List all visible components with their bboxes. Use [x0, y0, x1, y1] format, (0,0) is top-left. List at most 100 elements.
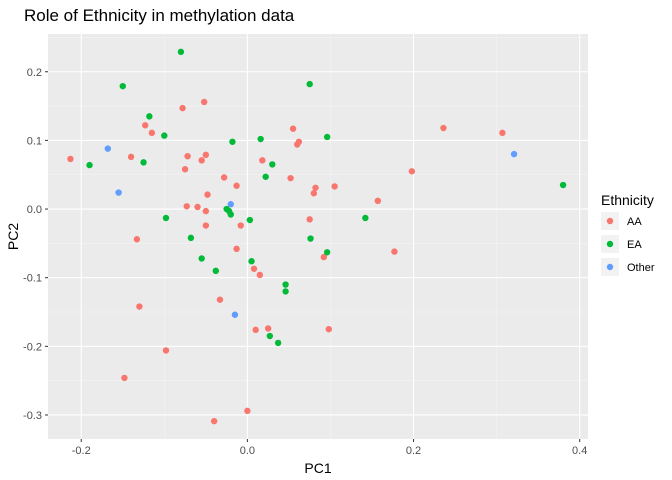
- point-ea: [229, 138, 236, 145]
- point-ea: [119, 82, 126, 90]
- point-aa: [374, 197, 382, 205]
- point-aa: [121, 374, 128, 382]
- x-axis-title: PC1: [304, 460, 331, 476]
- x-tick-label: 0.0: [240, 445, 255, 457]
- point-aa: [237, 222, 244, 229]
- point-aa: [148, 129, 156, 137]
- point-ea: [227, 211, 234, 218]
- legend-title: Ethnicity: [601, 192, 654, 208]
- point-aa: [306, 216, 313, 223]
- point-aa: [440, 124, 447, 132]
- point-aa: [289, 125, 297, 132]
- point-other: [227, 201, 234, 208]
- point-ea: [246, 216, 254, 224]
- point-aa: [202, 151, 210, 159]
- point-aa: [194, 203, 201, 211]
- data-points: [67, 48, 567, 425]
- point-aa: [310, 190, 318, 197]
- y-tick-label: 0.0: [27, 204, 42, 216]
- point-other: [115, 189, 122, 196]
- point-aa: [287, 174, 294, 182]
- point-ea: [323, 133, 331, 141]
- point-ea: [248, 258, 255, 265]
- point-aa: [181, 166, 189, 173]
- x-tick-label: 0.4: [572, 445, 587, 457]
- point-aa: [233, 182, 240, 189]
- point-ea: [161, 132, 168, 139]
- point-ea: [282, 281, 289, 288]
- point-aa: [331, 183, 338, 190]
- point-ea: [362, 214, 369, 222]
- point-ea: [307, 235, 314, 242]
- point-aa: [204, 191, 211, 198]
- point-aa: [391, 248, 398, 255]
- minor-gridlines: [48, 34, 588, 439]
- point-ea: [266, 332, 274, 340]
- point-aa: [312, 184, 319, 191]
- point-ea: [177, 48, 185, 56]
- point-aa: [136, 303, 143, 310]
- point-ea: [269, 161, 276, 168]
- chart-title: Role of Ethnicity in methylation data: [24, 6, 295, 25]
- point-ea: [282, 288, 289, 295]
- legend-items: AA EA Other: [601, 212, 655, 276]
- point-aa: [295, 138, 303, 145]
- point-aa: [183, 203, 190, 210]
- point-aa: [233, 245, 240, 253]
- major-gridlines: [48, 34, 588, 439]
- legend-swatch-ea: [606, 240, 614, 248]
- y-tick-label: -0.1: [23, 273, 42, 285]
- point-ea: [187, 234, 195, 242]
- point-aa: [127, 153, 135, 161]
- y-axis-title: PC2: [5, 223, 21, 250]
- point-ea: [162, 214, 170, 222]
- point-other: [104, 145, 112, 152]
- y-tick-label: -0.2: [23, 341, 42, 353]
- plot-panel: [48, 34, 588, 439]
- point-aa: [250, 265, 258, 272]
- point-aa: [499, 129, 506, 137]
- legend-label-ea: EA: [627, 239, 642, 251]
- point-ea: [212, 267, 220, 275]
- point-aa: [325, 325, 332, 333]
- point-aa: [252, 326, 259, 334]
- point-aa: [210, 417, 218, 425]
- point-aa: [162, 347, 170, 354]
- point-aa: [320, 253, 328, 261]
- point-aa: [202, 222, 210, 229]
- point-aa: [256, 271, 264, 279]
- point-aa: [142, 122, 149, 129]
- point-aa: [259, 157, 266, 164]
- point-aa: [184, 152, 191, 160]
- point-aa: [67, 155, 74, 163]
- point-aa: [220, 174, 228, 181]
- legend-label-other: Other: [627, 262, 655, 274]
- point-aa: [408, 168, 416, 175]
- point-aa: [216, 296, 224, 303]
- legend-swatch-aa: [606, 217, 614, 225]
- x-axis: -0.2 0.0 0.2 0.4: [72, 439, 587, 457]
- point-aa: [244, 407, 251, 415]
- point-ea: [323, 249, 331, 256]
- x-tick-label: 0.2: [406, 445, 421, 457]
- y-tick-label: 0.2: [27, 67, 42, 79]
- point-aa: [264, 325, 272, 332]
- point-aa: [198, 157, 205, 164]
- point-aa: [200, 98, 208, 106]
- legend: Ethnicity AA EA Other: [601, 192, 655, 276]
- point-other: [231, 311, 239, 318]
- plot-background: [48, 34, 588, 439]
- point-ea: [274, 339, 282, 347]
- point-other: [510, 150, 518, 158]
- point-ea: [262, 173, 269, 180]
- point-aa: [179, 104, 186, 112]
- point-ea: [140, 159, 147, 166]
- y-tick-label: -0.3: [23, 410, 42, 422]
- point-aa: [202, 207, 210, 215]
- point-ea: [306, 80, 313, 88]
- point-aa: [133, 236, 141, 243]
- point-ea: [198, 255, 205, 262]
- x-tick-label: -0.2: [72, 445, 91, 457]
- y-axis: -0.3 -0.2 -0.1 0.0 0.1 0.2: [23, 67, 48, 422]
